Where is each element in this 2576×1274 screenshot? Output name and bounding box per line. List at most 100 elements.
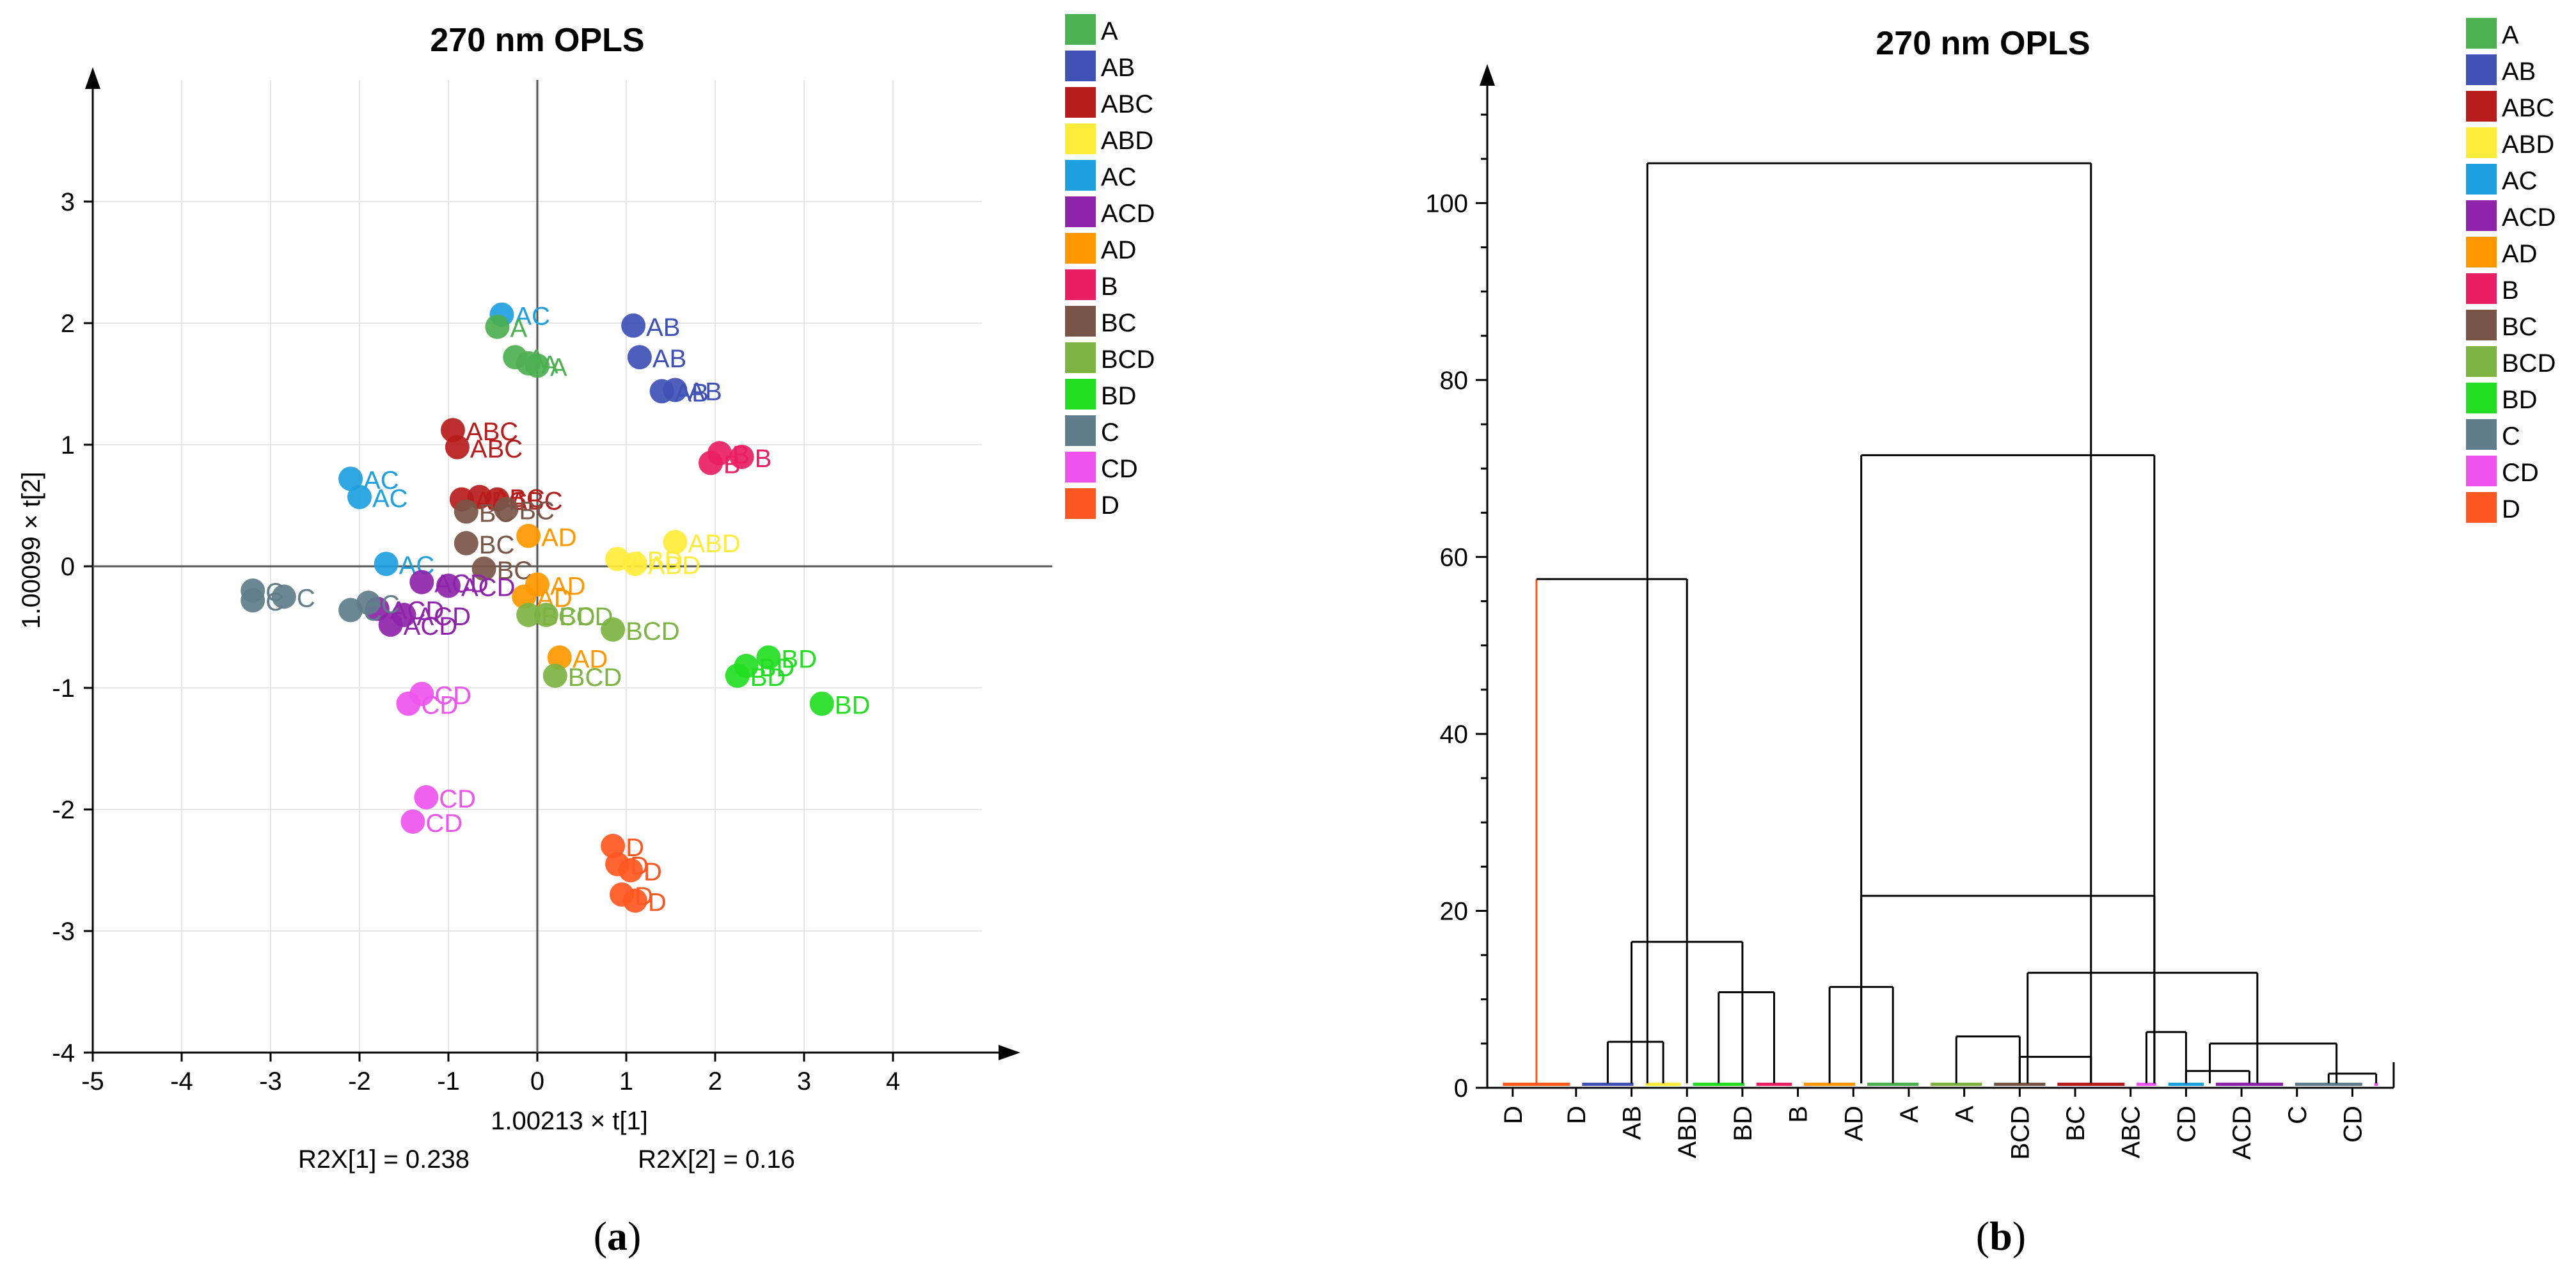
point-label: BC bbox=[519, 497, 555, 525]
dendro-y-tick-label: 20 bbox=[1440, 897, 1469, 925]
legend-swatch bbox=[2466, 383, 2497, 413]
legend-swatch bbox=[1065, 306, 1096, 337]
x-axis-label: 1.00213 × t[1] bbox=[491, 1107, 648, 1135]
legend-swatch bbox=[1065, 14, 1096, 45]
scatter-point bbox=[414, 785, 439, 809]
point-label: D bbox=[644, 858, 662, 886]
dendro-leaf-label: A bbox=[1895, 1106, 1924, 1123]
x-tick-label: 2 bbox=[708, 1067, 722, 1095]
dendro-leaf-label: D bbox=[1499, 1106, 1528, 1124]
scatter-point bbox=[400, 809, 425, 834]
legend-swatch bbox=[2466, 492, 2497, 523]
point-label: D bbox=[626, 834, 644, 862]
legend-entry-label: BC bbox=[2502, 313, 2538, 341]
point-label: AC bbox=[372, 485, 408, 513]
dendro-leaf-label: AB bbox=[1618, 1106, 1647, 1140]
point-label: A bbox=[550, 354, 567, 382]
dendro-leaf-label: BD bbox=[1729, 1106, 1757, 1142]
scatter-point bbox=[663, 530, 688, 554]
scatter-point bbox=[396, 691, 421, 716]
dendrogram-axes bbox=[1480, 64, 2395, 1089]
legend-swatch bbox=[1065, 196, 1096, 227]
legend-entry-label: A bbox=[1101, 17, 1118, 45]
scatter-point bbox=[621, 313, 646, 338]
dendro-leaf-label: ABC bbox=[2117, 1106, 2145, 1158]
legend-entry-label: D bbox=[2502, 495, 2520, 523]
legend-entry-label: ABC bbox=[2502, 94, 2554, 122]
legend-entry-label: D bbox=[1101, 491, 1119, 520]
legend-swatch bbox=[2466, 419, 2497, 450]
legend-swatch bbox=[1065, 379, 1096, 410]
x-tick-label: -1 bbox=[437, 1067, 460, 1095]
legend-swatch bbox=[2466, 127, 2497, 158]
point-label: AD bbox=[573, 646, 608, 674]
dendro-y-axis-arrow bbox=[1480, 64, 1495, 86]
scatter-point bbox=[494, 497, 519, 522]
point-label: BCD bbox=[568, 664, 622, 692]
point-label: ACD bbox=[461, 573, 515, 601]
scatter-point bbox=[454, 499, 478, 524]
point-label: BD bbox=[835, 692, 871, 720]
scatter-legend: A AB ABC ABD AC ACD AD B BC BCD BD C CD D bbox=[1065, 14, 1155, 520]
legend-entry-label: BC bbox=[1101, 309, 1137, 337]
x-tick-label: 1 bbox=[619, 1067, 633, 1095]
dendro-leaf-label: B bbox=[1785, 1106, 1813, 1123]
dendro-y-tick-label: 60 bbox=[1440, 543, 1469, 571]
scatter-title: 270 nm OPLS bbox=[430, 22, 644, 59]
x-axis-arrow bbox=[999, 1045, 1020, 1060]
legend-swatch bbox=[1065, 233, 1096, 264]
legend-entry-label: C bbox=[2502, 422, 2520, 450]
point-label: BD bbox=[759, 654, 795, 682]
dendro-leaf-label: A bbox=[1951, 1106, 1979, 1123]
legend-entry-label: ABD bbox=[1101, 127, 1153, 155]
scatter-panel: 270 nm OPLS -5 -4 -3 -2 -1 0 1 2 3 4-4-3-2-10123 … bbox=[17, 14, 1155, 1259]
dendrogram-title: 270 nm OPLS bbox=[1876, 25, 2090, 62]
legend-swatch bbox=[2466, 310, 2497, 340]
legend-swatch bbox=[1065, 415, 1096, 446]
scatter-point bbox=[436, 573, 461, 598]
dendro-leaf-label: BCD bbox=[2006, 1106, 2034, 1159]
y-axis-arrow bbox=[85, 67, 100, 89]
scatter-point bbox=[512, 584, 537, 609]
point-label: ACD bbox=[417, 603, 471, 631]
point-label: CD bbox=[421, 692, 458, 720]
legend-swatch bbox=[2466, 91, 2497, 122]
scatter-point bbox=[409, 569, 434, 594]
legend-entry-label: AC bbox=[1101, 163, 1137, 191]
legend-swatch bbox=[2466, 164, 2497, 195]
scatter-point bbox=[663, 378, 688, 402]
x-tick-label: 0 bbox=[530, 1067, 544, 1095]
dendrogram-leaf-labels: D D AB ABD BD B AD A A BCD BC ABC CD ACD C CD bbox=[1499, 1088, 2367, 1159]
scatter-point bbox=[756, 645, 781, 670]
y-tick-label: -3 bbox=[52, 918, 75, 946]
point-label: ABC bbox=[510, 488, 562, 516]
scatter-point bbox=[454, 530, 478, 555]
point-label: C bbox=[297, 585, 315, 613]
scatter-point bbox=[699, 450, 723, 475]
y-tick-label: -4 bbox=[52, 1039, 75, 1067]
dendro-y-tick-label: 80 bbox=[1440, 367, 1469, 395]
point-label: AB bbox=[652, 345, 686, 373]
legend-entry-label: AC bbox=[2502, 167, 2538, 195]
dendro-leaf-label: D bbox=[1563, 1106, 1591, 1124]
x-tick-label: -5 bbox=[81, 1067, 104, 1095]
legend-swatch bbox=[2466, 273, 2497, 304]
r2x-1-footnote: R2X[1] = 0.238 bbox=[298, 1145, 470, 1174]
point-label: AB bbox=[688, 378, 722, 406]
point-label: B bbox=[755, 445, 772, 473]
legend-swatch bbox=[1065, 87, 1096, 118]
point-label: ABD bbox=[648, 552, 700, 580]
legend-swatch bbox=[1065, 160, 1096, 191]
scatter-point bbox=[516, 603, 541, 627]
point-label: C bbox=[381, 591, 400, 619]
legend-entry-label: CD bbox=[1101, 455, 1138, 483]
dendro-leaf-label: AD bbox=[1840, 1106, 1868, 1142]
legend-entry-label: CD bbox=[2502, 459, 2539, 487]
legend-entry-label: BCD bbox=[2502, 349, 2556, 378]
legend-entry-label: ACD bbox=[2502, 203, 2556, 232]
dendro-leaf-label: CD bbox=[2172, 1106, 2201, 1143]
scatter-point bbox=[347, 484, 372, 509]
y-tick-label: -2 bbox=[52, 796, 75, 824]
